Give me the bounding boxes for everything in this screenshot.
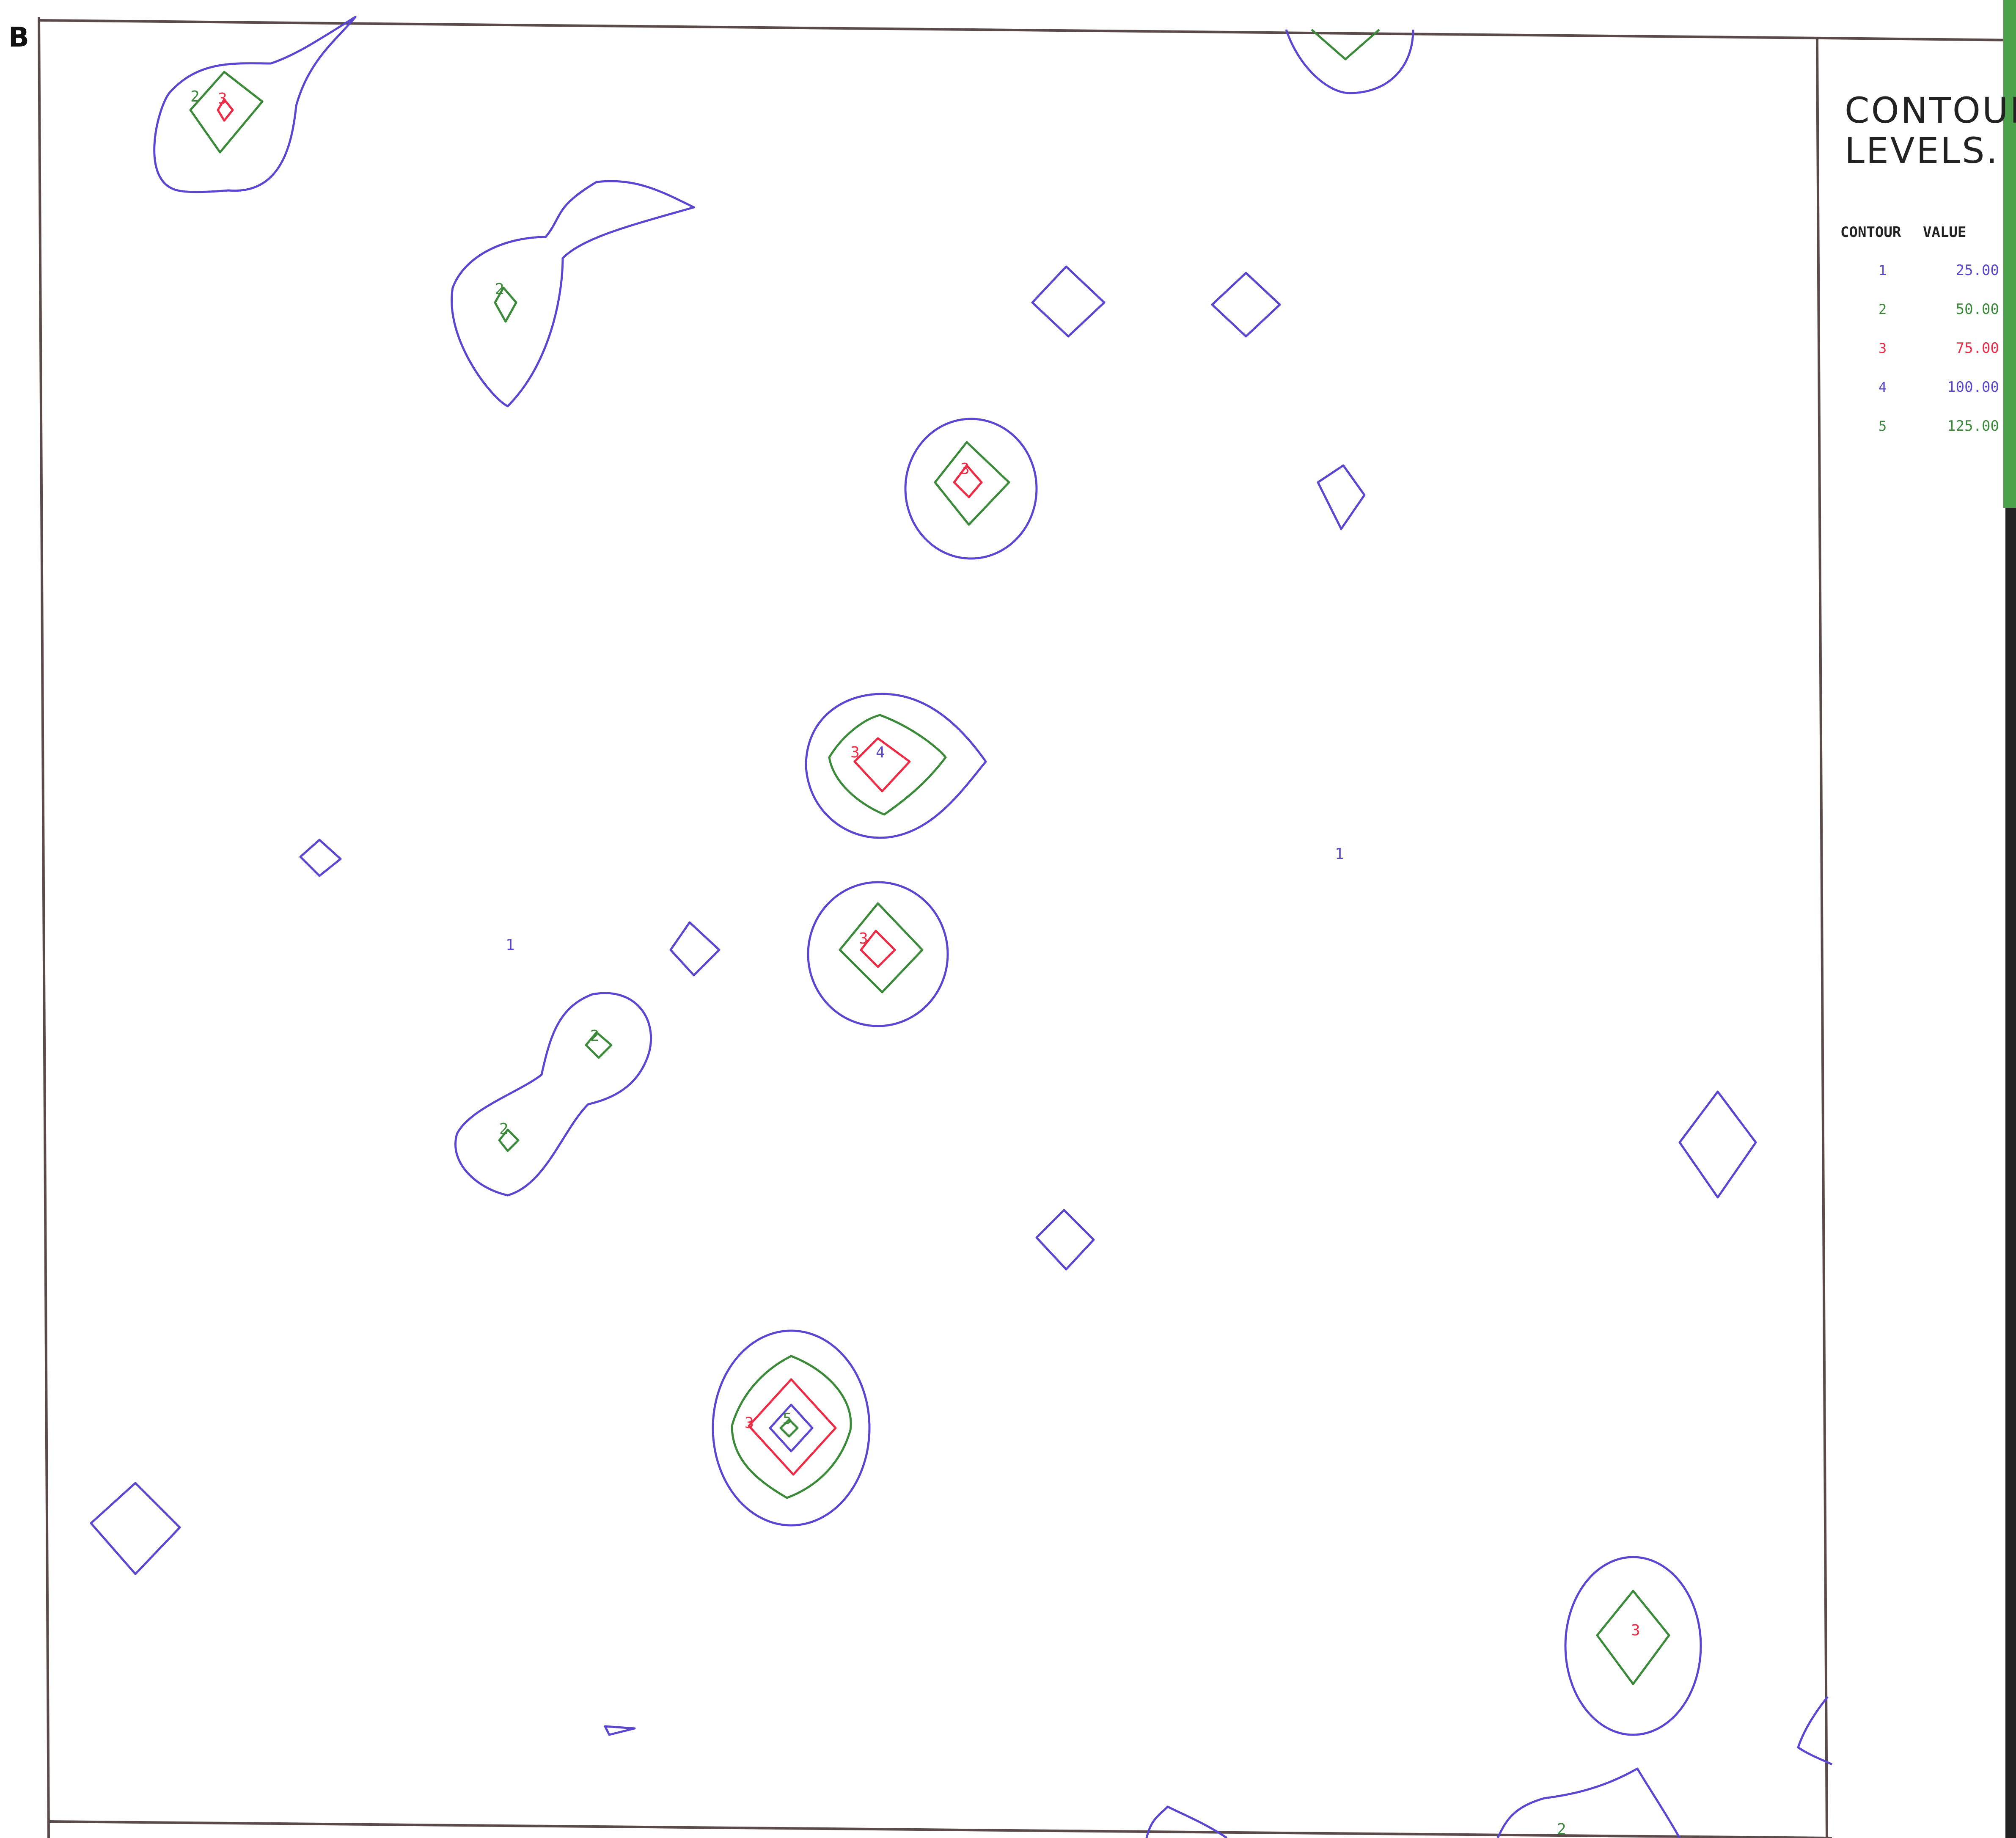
contour-level-2 [934,441,1010,526]
contour-label: 3 [960,460,970,478]
contour-level-1 [299,839,342,877]
contour-level-3 [860,930,896,968]
contour-level-1 [1678,1090,1757,1199]
contour-level-1 [1031,265,1106,338]
contour-label: 3 [1631,1622,1640,1639]
contour-level-2 [585,1031,613,1059]
legend-header-contour: CONTOUR [1840,224,1901,241]
contour-level-1 [451,180,695,407]
contour-label: 1 [1335,845,1344,863]
contour-label: 2 [1557,1821,1566,1838]
frame-top-legend [1823,37,2016,41]
legend-contour-value: 50.00 [1956,301,1999,318]
contour-level-1 [807,881,949,1027]
contour-level-2 [1311,29,1380,61]
contour-level-2 [189,71,264,154]
contour-level-1 [1211,272,1281,338]
contour-level-4 [769,1403,814,1453]
contour-level-1 [604,1725,636,1736]
contour-level-1 [454,992,652,1197]
contour-level-2 [839,902,924,993]
frame-left [38,17,50,1838]
contour-level-1 [1035,1209,1095,1271]
legend-contour-number: 4 [1878,379,1887,395]
contour-level-2 [828,714,947,816]
contour-level-2 [731,1355,852,1499]
contour-level-1 [669,921,721,977]
contour-level-1 [1564,1556,1702,1736]
contour-label: 3 [859,930,868,947]
contour-level-3 [217,98,234,122]
contour-label: 2 [499,1120,509,1138]
legend-contour-value: 125.00 [1947,418,1999,435]
contour-level-1 [153,16,357,193]
frame-top [38,19,1824,39]
legend-title-line1: CONTOUR [1845,90,2016,131]
right-edge-strip [2003,0,2016,508]
legend-contour-number: 5 [1878,418,1887,434]
legend-contour-number: 3 [1878,340,1887,356]
contour-label: 2 [190,88,200,105]
contour-label: 2 [495,281,504,298]
legend-contour-value: 100.00 [1947,379,1999,396]
contour-level-2 [494,286,517,323]
contour-level-3 [853,737,911,792]
right-edge-strip-lower [2005,508,2016,1838]
contour-label: 4 [876,744,885,761]
legend: CONTOUR LEVELS. CONTOUR VALUE 125.00250.… [1840,90,2016,435]
legend-contour-number: 2 [1878,301,1887,317]
frame-right [1816,38,1828,1838]
contour-level-1 [1797,1696,1833,1766]
contour-level-5 [779,1418,799,1438]
legend-rows: 1 25.002 50.003 75.004 100.005 125.00 [1878,262,1999,435]
contour-level-1 [805,693,987,839]
contour-labels: 3 2 2 3 4 3 3 2 2 5 3 3 2 1 1 [190,88,1640,1838]
frame-bottom [48,1820,1832,1838]
legend-header-value: VALUE [1923,224,1966,241]
legend-contour-number: 1 [1878,262,1887,278]
contour-level-1 [1285,29,1414,94]
contour-level-3 [748,1378,837,1476]
contour-label: 2 [590,1027,600,1045]
contour-level-1 [1496,1767,1681,1838]
contour-label: 3 [745,1414,754,1432]
contour-level-1 [1317,464,1366,530]
contour-level-1 [1145,1805,1228,1838]
legend-contour-value: 25.00 [1956,262,1999,279]
contour-level-2 [1596,1590,1670,1685]
contour-level-2 [498,1128,520,1152]
contour-level-1 [712,1329,871,1527]
contour-label: 3 [218,90,227,107]
plot-frame [38,17,2016,1838]
contour-label: 3 [850,744,860,761]
contour-level-1 [904,418,1038,560]
panel-label: B [8,22,29,53]
contour-label: 1 [506,936,515,954]
contour-level-3 [953,464,983,498]
contour-label: 5 [783,1410,792,1428]
contour-lines [90,16,1833,1838]
legend-title-line2: LEVELS. [1845,130,1999,171]
legend-contour-value: 75.00 [1956,340,1999,357]
contour-level-1 [90,1482,181,1575]
